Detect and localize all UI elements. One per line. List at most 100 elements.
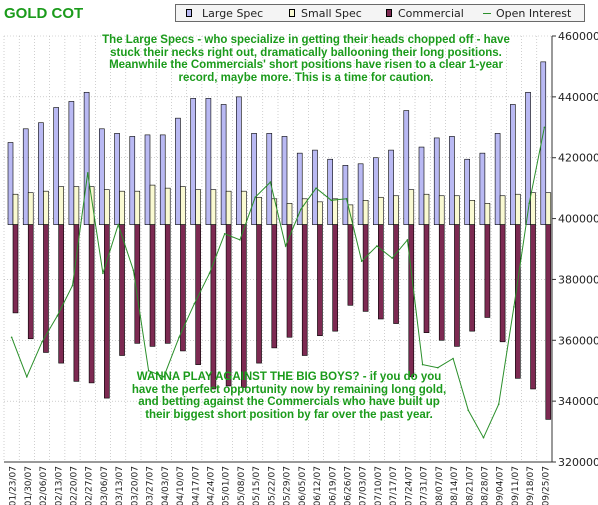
x-tick-label: 09/18/07 bbox=[526, 466, 536, 505]
x-tick-label: 05/22/07 bbox=[267, 466, 277, 505]
bar-large-spec bbox=[144, 134, 151, 225]
bar-large-spec bbox=[205, 98, 212, 225]
bar-commercial bbox=[378, 224, 384, 320]
bar-small-spec bbox=[119, 190, 125, 225]
x-tick-label: 03/27/07 bbox=[146, 466, 156, 505]
x-tick-label: 07/17/07 bbox=[389, 466, 399, 505]
bar-commercial bbox=[241, 224, 247, 388]
x-tick-label: 01/30/07 bbox=[24, 466, 34, 505]
y-axis-ticks: 320000 340000 360000 380000 400000 420000 4400… bbox=[552, 30, 598, 469]
bar-large-spec bbox=[220, 104, 227, 225]
bar-large-spec bbox=[525, 91, 531, 225]
bar-commercial bbox=[58, 224, 64, 364]
point-open-interest bbox=[513, 306, 515, 308]
point-open-interest bbox=[421, 363, 424, 366]
point-open-interest bbox=[208, 272, 211, 275]
bar-commercial bbox=[301, 224, 308, 356]
x-axis-ticks: 01/23/07 01/30/07 02/06/07 02/13/07 02/20/07… bbox=[9, 466, 552, 505]
y-tick-label: 340000 bbox=[558, 395, 598, 408]
bar-large-spec bbox=[403, 110, 410, 225]
point-open-interest bbox=[497, 403, 500, 405]
bar-large-spec bbox=[22, 128, 29, 225]
point-open-interest bbox=[284, 245, 287, 247]
bar-commercial bbox=[119, 224, 125, 356]
x-tick-label: 05/08/07 bbox=[237, 466, 247, 505]
bar-large-spec bbox=[327, 158, 333, 225]
point-open-interest bbox=[330, 199, 333, 202]
legend-swatch-small-spec bbox=[289, 9, 295, 17]
bar-commercial bbox=[225, 224, 232, 387]
bar-large-spec bbox=[464, 158, 470, 225]
point-open-interest bbox=[345, 197, 348, 200]
point-open-interest bbox=[254, 196, 256, 199]
bar-small-spec bbox=[88, 186, 95, 225]
bar-commercial bbox=[530, 224, 536, 390]
bar-commercial bbox=[393, 224, 399, 324]
bar-small-spec bbox=[378, 196, 384, 225]
x-tick-label: 05/15/07 bbox=[252, 466, 262, 505]
bar-small-spec bbox=[408, 189, 415, 225]
bar-small-spec bbox=[256, 196, 262, 225]
bar-commercial bbox=[499, 224, 506, 343]
x-tick-label: 07/10/07 bbox=[374, 466, 384, 505]
x-tick-label: 08/21/07 bbox=[465, 466, 475, 505]
point-open-interest bbox=[315, 187, 317, 189]
bar-small-spec bbox=[180, 186, 186, 225]
bar-large-spec bbox=[236, 96, 242, 225]
bar-large-spec bbox=[494, 133, 501, 225]
point-open-interest bbox=[467, 409, 470, 412]
bar-large-spec bbox=[312, 149, 318, 225]
bar-large-spec bbox=[190, 98, 196, 225]
bar-small-spec bbox=[58, 186, 64, 225]
legend-swatch-large-spec bbox=[186, 9, 192, 17]
bar-small-spec bbox=[27, 192, 34, 225]
point-open-interest bbox=[528, 202, 530, 205]
bar-small-spec bbox=[469, 200, 475, 225]
x-tick-label: 05/29/07 bbox=[283, 466, 293, 505]
point-open-interest bbox=[543, 126, 546, 129]
bar-large-spec bbox=[99, 128, 105, 225]
bar-commercial bbox=[362, 224, 369, 312]
x-tick-label: 08/28/07 bbox=[481, 466, 491, 505]
bar-commercial bbox=[515, 224, 521, 379]
x-tick-label: 03/06/07 bbox=[100, 466, 110, 505]
bar-commercial bbox=[43, 224, 49, 353]
bar-commercial bbox=[286, 224, 293, 338]
x-tick-label: 08/07/07 bbox=[435, 466, 445, 505]
y-tick-label: 440000 bbox=[558, 91, 598, 104]
bar-small-spec bbox=[210, 189, 217, 225]
x-tick-label: 09/25/07 bbox=[541, 466, 551, 505]
bar-large-spec bbox=[114, 133, 120, 225]
open-interest-layer bbox=[10, 126, 546, 439]
annotation-play-against: WANNA PLAY AGAINST THE BIG BOYS? - if yo… bbox=[131, 371, 447, 421]
point-open-interest bbox=[71, 284, 74, 287]
line-open-interest bbox=[11, 127, 545, 439]
bar-small-spec bbox=[134, 190, 141, 225]
bar-large-spec bbox=[251, 133, 257, 225]
bar-small-spec bbox=[438, 195, 445, 225]
point-open-interest bbox=[391, 257, 393, 259]
point-open-interest bbox=[117, 223, 119, 226]
x-tick-label: 06/12/07 bbox=[313, 466, 323, 505]
point-open-interest bbox=[41, 341, 43, 343]
legend-swatch-commercial bbox=[386, 9, 392, 17]
x-tick-label: 02/13/07 bbox=[54, 466, 64, 505]
bar-commercial bbox=[317, 224, 323, 337]
bar-small-spec bbox=[499, 195, 506, 225]
x-tick-label: 04/10/07 bbox=[176, 466, 186, 505]
bar-small-spec bbox=[332, 198, 338, 225]
bar-commercial bbox=[104, 224, 110, 399]
bar-commercial bbox=[134, 224, 141, 344]
chart-bars bbox=[7, 61, 552, 420]
bar-small-spec bbox=[454, 195, 460, 225]
bar-large-spec bbox=[479, 152, 486, 225]
point-open-interest bbox=[437, 366, 439, 369]
x-tick-label: 07/31/07 bbox=[420, 466, 430, 505]
x-tick-label: 06/05/07 bbox=[298, 466, 308, 505]
bar-small-spec bbox=[317, 201, 323, 225]
bar-commercial bbox=[210, 224, 217, 390]
point-open-interest bbox=[10, 336, 13, 339]
x-tick-label: 02/27/07 bbox=[85, 466, 95, 505]
bar-commercial bbox=[454, 224, 460, 347]
